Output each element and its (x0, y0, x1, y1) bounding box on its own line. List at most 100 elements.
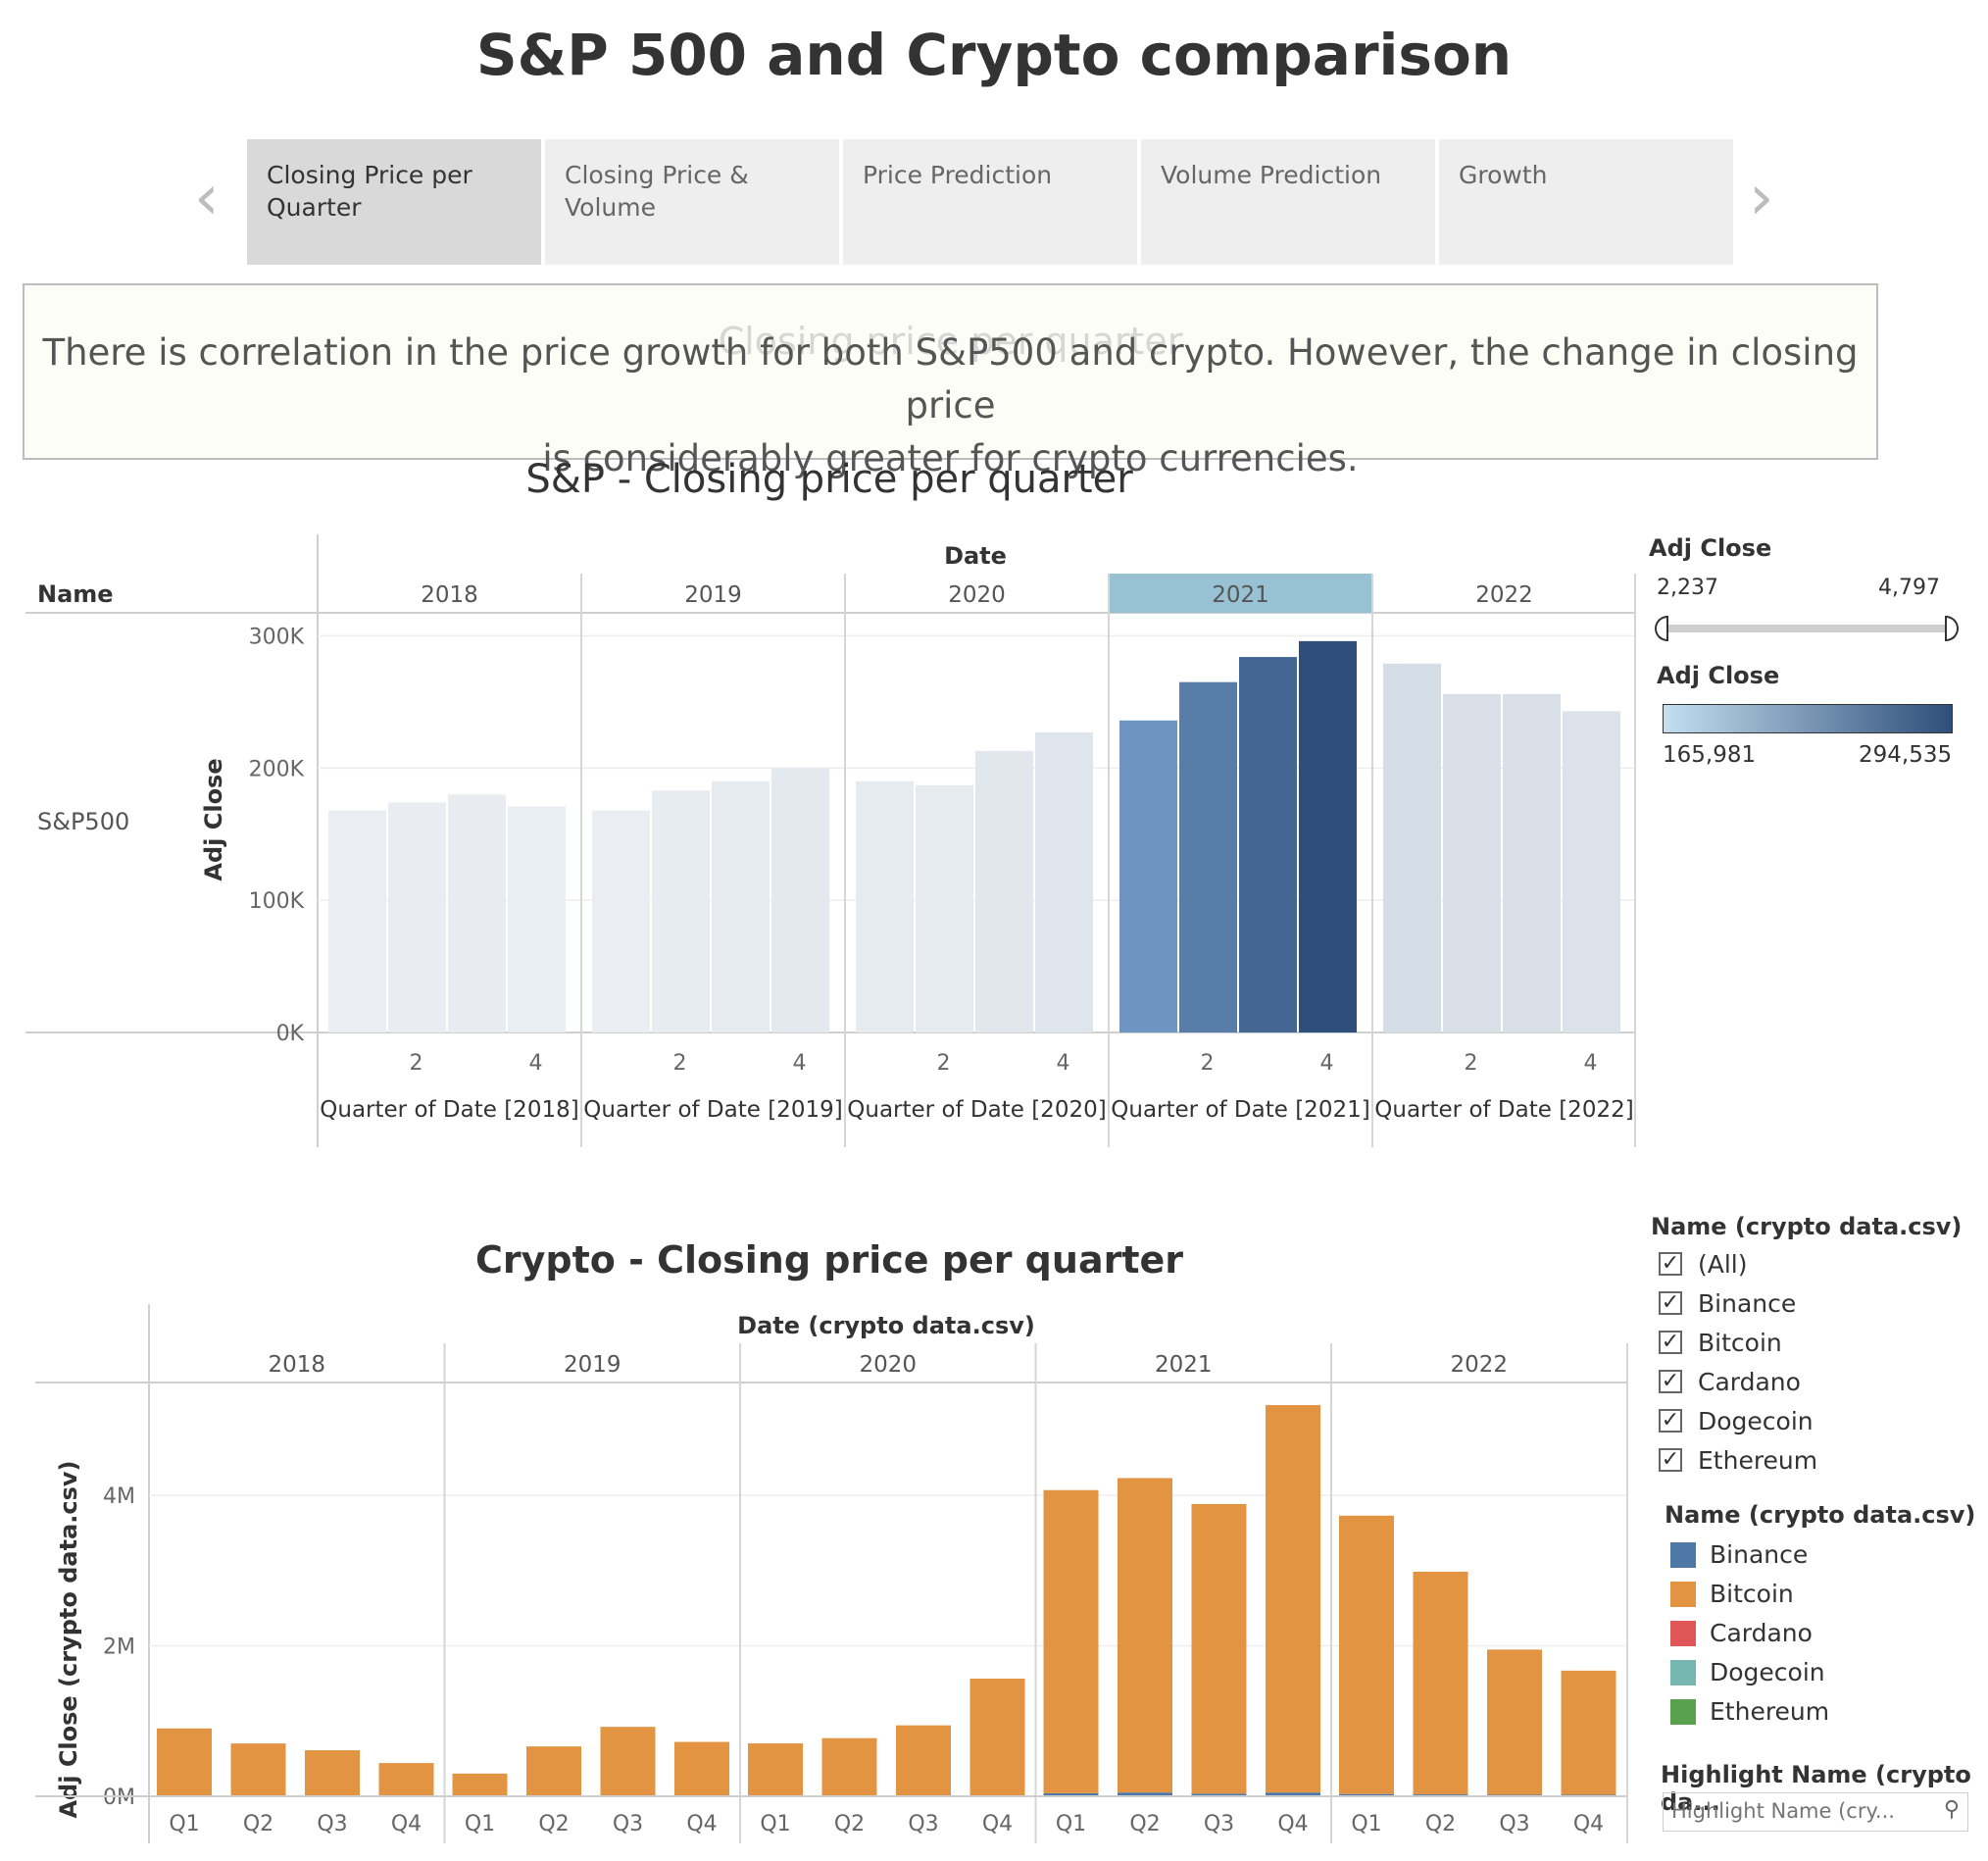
crypto-quarter-label: Q1 (1351, 1812, 1381, 1836)
crypto-bar-bitcoin (896, 1725, 951, 1796)
crypto-chart-title: Crypto - Closing price per quarter (475, 1238, 1183, 1282)
sp-chart-title: S&P - Closing price per quarter (525, 461, 1133, 502)
crypto-bar-binance (1043, 1792, 1099, 1796)
checkbox-icon[interactable]: ✓ (1659, 1252, 1682, 1276)
sp-year-label: 2019 (684, 582, 742, 608)
sp-filter-min: 2,237 (1657, 576, 1718, 600)
checkbox-icon[interactable]: ✓ (1659, 1448, 1682, 1472)
tab-closing-price-per-quarter[interactable]: Closing Price per Quarter (247, 139, 541, 265)
crypto-bar-bitcoin (1118, 1478, 1172, 1793)
crypto-bar-bitcoin (378, 1763, 434, 1796)
sp-x-axis-label: Quarter of Date [2022] (1374, 1097, 1633, 1123)
caption-text: There is correlation in the price growth… (25, 327, 1876, 485)
prev-arrow-icon[interactable]: ‹ (194, 162, 220, 234)
crypto-bar-bitcoin (748, 1743, 803, 1796)
tab-volume-prediction[interactable]: Volume Prediction (1141, 139, 1435, 265)
sp-x-axis-label: Quarter of Date [2019] (583, 1097, 842, 1123)
sp-y-tick-label: 200K (249, 757, 305, 781)
crypto-y-axis-label: Adj Close (crypto data.csv) (55, 1460, 82, 1818)
crypto-bar-bitcoin (821, 1737, 877, 1796)
crypto-bar-bitcoin (157, 1728, 212, 1796)
crypto-filter-label: (All) (1698, 1250, 1748, 1279)
crypto-filter-title: Name (crypto data.csv) (1651, 1213, 1963, 1240)
highlight-search-input[interactable] (1664, 1793, 1934, 1829)
legend-label: Binance (1710, 1540, 1809, 1569)
crypto-quarter-label: Q4 (391, 1812, 422, 1836)
sp-bar (771, 768, 829, 1032)
highlight-search-box[interactable]: ⚲ (1663, 1792, 1968, 1832)
sp-bar (508, 806, 566, 1032)
crypto-y-tick-label: 4M (103, 1484, 135, 1509)
sp-bar (448, 794, 506, 1032)
crypto-filter-label: Binance (1698, 1289, 1797, 1318)
crypto-bar-bitcoin (452, 1773, 508, 1796)
legend-label: Dogecoin (1710, 1658, 1825, 1686)
sp-bar (1299, 640, 1357, 1032)
sp-x-tick-label: 2 (410, 1051, 423, 1076)
crypto-quarter-label: Q3 (317, 1812, 347, 1836)
sp-bar (975, 750, 1033, 1032)
range-slider-min-handle[interactable] (1655, 616, 1668, 641)
crypto-quarter-label: Q3 (613, 1812, 643, 1836)
sp-x-tick-label: 4 (793, 1051, 807, 1076)
sp-x-axis-label: Quarter of Date [2021] (1111, 1097, 1369, 1123)
crypto-bar-bitcoin (526, 1746, 581, 1796)
tab-growth[interactable]: Growth (1439, 139, 1733, 265)
crypto-year-label: 2022 (1450, 1352, 1508, 1378)
sp-bar (856, 780, 914, 1032)
sp-x-tick-label: 4 (1584, 1051, 1598, 1076)
crypto-closing-price-chart: Crypto - Closing price per quarter Date … (35, 1238, 1628, 1843)
adj-close-range-slider[interactable] (1661, 625, 1953, 632)
checkbox-icon[interactable]: ✓ (1659, 1370, 1682, 1393)
crypto-bar-bitcoin (1266, 1405, 1320, 1793)
crypto-bar-bitcoin (1413, 1571, 1468, 1795)
checkbox-icon[interactable]: ✓ (1659, 1409, 1682, 1433)
sp-y-tick-label: 300K (249, 625, 305, 649)
sp-bar (652, 790, 710, 1032)
crypto-column-header: Date (crypto data.csv) (737, 1312, 1035, 1339)
sp-closing-price-chart: S&P - Closing price per quarter Date Nam… (25, 461, 1636, 1147)
range-slider-max-handle[interactable] (1945, 616, 1959, 641)
search-icon[interactable]: ⚲ (1943, 1797, 1960, 1822)
crypto-quarter-label: Q2 (834, 1812, 865, 1836)
crypto-bar-bitcoin (1043, 1489, 1099, 1793)
sp-bar (1119, 720, 1177, 1032)
tab-closing-price-volume[interactable]: Closing Price & Volume (545, 139, 839, 265)
crypto-bar-bitcoin (969, 1678, 1025, 1796)
sp-x-axis-label: Quarter of Date [2020] (847, 1097, 1106, 1123)
tab-price-prediction[interactable]: Price Prediction (843, 139, 1137, 265)
legend-swatch (1670, 1699, 1696, 1725)
sp-bar (1503, 693, 1561, 1032)
crypto-quarter-label: Q3 (1204, 1812, 1234, 1836)
crypto-quarter-label: Q1 (760, 1812, 790, 1836)
sp-color-max: 294,535 (1859, 742, 1953, 768)
sp-year-label: 2022 (1475, 582, 1533, 608)
crypto-bar-bitcoin (1561, 1670, 1616, 1795)
legend-swatch (1670, 1542, 1696, 1568)
crypto-year-label: 2020 (859, 1352, 917, 1378)
crypto-quarter-label: Q2 (538, 1812, 569, 1836)
crypto-bar-binance (1339, 1793, 1394, 1796)
caption-line-1: There is correlation in the price growth… (42, 331, 1859, 427)
dashboard-title: S&P 500 and Crypto comparison (475, 22, 1513, 88)
checkbox-icon[interactable]: ✓ (1659, 1331, 1682, 1354)
next-arrow-icon[interactable]: › (1749, 162, 1774, 234)
sp-color-min: 165,981 (1663, 742, 1757, 768)
crypto-filter-label: Cardano (1698, 1368, 1801, 1396)
crypto-color-legend-title: Name (crypto data.csv) (1665, 1501, 1976, 1529)
crypto-filter-label: Bitcoin (1698, 1329, 1782, 1357)
sp-bar (1239, 657, 1297, 1032)
sp-x-tick-label: 2 (937, 1051, 951, 1076)
legend-swatch (1670, 1660, 1696, 1685)
legend-swatch (1670, 1582, 1696, 1607)
crypto-bar-bitcoin (600, 1727, 656, 1796)
sp-row-header: Name (37, 580, 114, 608)
sp-bar (1035, 731, 1093, 1032)
checkbox-icon[interactable]: ✓ (1659, 1291, 1682, 1315)
sp-y-tick-label: 0K (276, 1022, 305, 1046)
sp-x-tick-label: 4 (529, 1051, 543, 1076)
crypto-quarter-label: Q3 (1499, 1812, 1529, 1836)
sp-year-label: 2020 (948, 582, 1006, 608)
sp-bar (712, 780, 770, 1032)
crypto-year-label: 2018 (268, 1352, 325, 1378)
